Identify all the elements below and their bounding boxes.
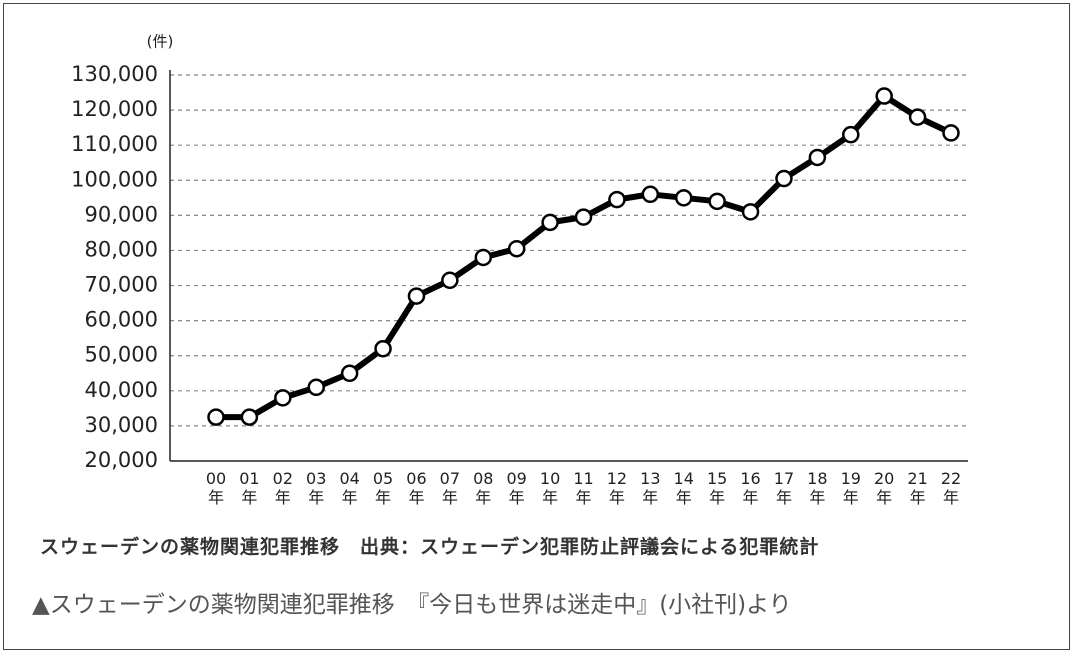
x-tick-label: 00年 xyxy=(205,469,227,507)
data-point xyxy=(674,189,693,207)
y-tick-label: 50,000 xyxy=(85,343,158,367)
x-tick-label: 16年 xyxy=(740,469,761,507)
y-tick-label: 90,000 xyxy=(85,202,158,226)
x-tick-label: 15年 xyxy=(706,469,728,507)
y-tick-label: 70,000 xyxy=(85,273,158,297)
data-point xyxy=(507,239,526,258)
x-tick-label: 01年 xyxy=(239,469,260,507)
data-point xyxy=(574,208,593,226)
data-point xyxy=(207,408,225,426)
x-tick-label: 02年 xyxy=(272,469,293,507)
x-tick-label: 17年 xyxy=(773,469,795,507)
data-point xyxy=(708,192,726,211)
data-point xyxy=(775,169,793,188)
data-point xyxy=(942,124,960,142)
x-tick-label: 13年 xyxy=(640,469,661,507)
data-point xyxy=(374,339,392,358)
y-tick-label: 40,000 xyxy=(85,378,158,402)
x-tick-label: 11年 xyxy=(573,469,594,507)
x-tick-label: 21年 xyxy=(907,469,928,507)
data-point xyxy=(908,108,927,126)
data-point xyxy=(441,271,459,290)
caption: ▲スウェーデンの薬物関連犯罪推移 『今日も世界は迷走中』(小社刊)より xyxy=(32,592,792,618)
data-point xyxy=(474,248,493,267)
y-tick-label: 100,000 xyxy=(71,167,158,191)
x-tick-label: 19年 xyxy=(840,469,861,507)
y-tick-label: 80,000 xyxy=(85,237,158,261)
x-tick-label: 14年 xyxy=(673,469,694,507)
data-point xyxy=(407,287,426,305)
data-line xyxy=(216,93,953,421)
x-tick-label: 20年 xyxy=(873,469,895,507)
data-point xyxy=(240,408,259,426)
data-point xyxy=(541,213,559,232)
data-point xyxy=(340,364,359,383)
y-tick-label: 60,000 xyxy=(85,308,158,332)
data-point xyxy=(274,389,292,407)
x-tick-label: 03年 xyxy=(306,469,327,507)
source-note: スウェーデンの薬物関連犯罪推移 出典：スウェーデン犯罪防止評議会による犯罪統計 xyxy=(40,536,820,558)
y-tick-label: 110,000 xyxy=(71,132,158,156)
y-tick-label: 30,000 xyxy=(85,413,158,437)
x-tick-label: 09年 xyxy=(506,469,527,507)
x-tick-label: 07年 xyxy=(439,469,461,507)
x-tick-label: 12年 xyxy=(606,469,628,507)
data-point xyxy=(875,87,893,105)
frame xyxy=(3,3,1070,650)
x-tick-label: 18年 xyxy=(807,469,828,507)
y-tick-label: 20,000 xyxy=(85,448,158,472)
x-tick-label: 08年 xyxy=(473,469,494,507)
x-tick-label: 10年 xyxy=(539,469,561,507)
data-point xyxy=(307,378,325,397)
data-point xyxy=(741,203,760,221)
data-point xyxy=(808,148,827,167)
x-tick-label: 22年 xyxy=(940,469,962,507)
y-tick-label: 130,000 xyxy=(71,62,158,86)
data-point xyxy=(641,185,660,204)
data-point xyxy=(842,125,860,144)
y-tick-label: 120,000 xyxy=(71,97,158,121)
data-point xyxy=(608,190,626,209)
x-tick-label: 06年 xyxy=(406,469,427,507)
unit-label: (件) xyxy=(147,33,174,51)
x-tick-label: 04年 xyxy=(339,469,360,507)
x-tick-label: 05年 xyxy=(372,469,394,507)
